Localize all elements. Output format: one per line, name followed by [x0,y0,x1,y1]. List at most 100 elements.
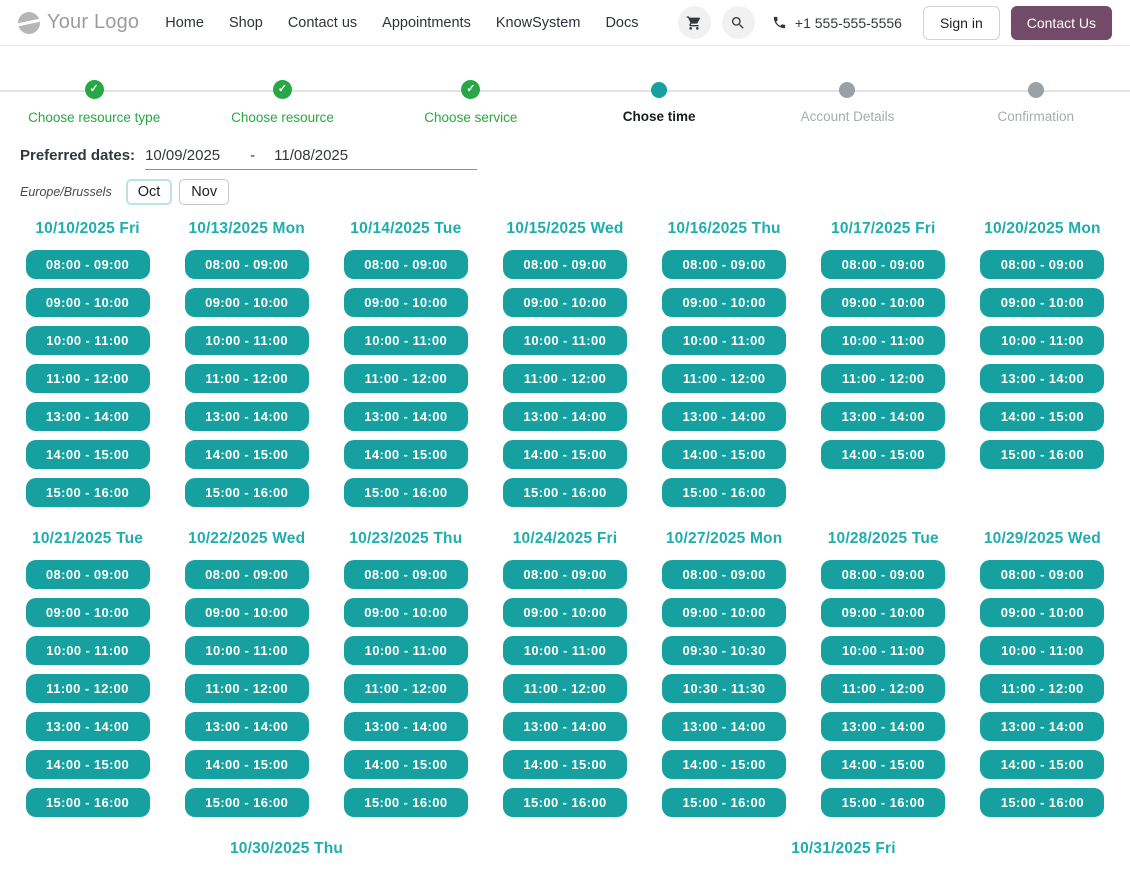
month-button[interactable]: Nov [179,179,230,205]
time-slot-button[interactable]: 10:00 - 11:00 [184,326,309,355]
time-slot-button[interactable]: 13:00 - 14:00 [25,712,150,741]
time-slot-button[interactable]: 13:00 - 14:00 [184,402,309,431]
time-slot-button[interactable]: 08:00 - 09:00 [343,250,468,279]
time-slot-button[interactable]: 14:00 - 15:00 [980,750,1105,779]
time-slot-button[interactable]: 09:00 - 10:00 [343,598,468,627]
time-slot-button[interactable]: 10:00 - 11:00 [343,636,468,665]
time-slot-button[interactable]: 14:00 - 15:00 [502,750,627,779]
time-slot-button[interactable]: 10:00 - 11:00 [821,636,946,665]
time-slot-button[interactable]: 09:30 - 10:30 [662,636,787,665]
time-slot-button[interactable]: 10:00 - 11:00 [25,326,150,355]
time-slot-button[interactable]: 10:00 - 11:00 [25,636,150,665]
time-slot-button[interactable]: 11:00 - 12:00 [502,674,627,703]
time-slot-button[interactable]: 14:00 - 15:00 [502,440,627,469]
time-slot-button[interactable]: 13:00 - 14:00 [184,712,309,741]
time-slot-button[interactable]: 13:00 - 14:00 [662,402,787,431]
time-slot-button[interactable]: 09:00 - 10:00 [25,598,150,627]
time-slot-button[interactable]: 10:00 - 11:00 [980,636,1105,665]
cart-button[interactable] [677,6,711,39]
time-slot-button[interactable]: 15:00 - 16:00 [662,478,787,507]
time-slot-button[interactable]: 14:00 - 15:00 [662,750,787,779]
time-slot-button[interactable]: 11:00 - 12:00 [980,674,1105,703]
time-slot-button[interactable]: 11:00 - 12:00 [184,674,309,703]
time-slot-button[interactable]: 11:00 - 12:00 [662,364,787,393]
time-slot-button[interactable]: 13:00 - 14:00 [980,712,1105,741]
stepper-step[interactable]: Choose resource type [0,62,188,125]
time-slot-button[interactable]: 08:00 - 09:00 [343,560,468,589]
phone-link[interactable]: +1 555-555-5556 [772,15,902,31]
stepper-step[interactable]: Confirmation [942,62,1130,125]
time-slot-button[interactable]: 14:00 - 15:00 [25,440,150,469]
time-slot-button[interactable]: 15:00 - 16:00 [25,788,150,817]
time-slot-button[interactable]: 15:00 - 16:00 [662,788,787,817]
time-slot-button[interactable]: 14:00 - 15:00 [980,402,1105,431]
time-slot-button[interactable]: 15:00 - 16:00 [980,440,1105,469]
time-slot-button[interactable]: 08:00 - 09:00 [502,250,627,279]
time-slot-button[interactable]: 09:00 - 10:00 [980,598,1105,627]
time-slot-button[interactable]: 11:00 - 12:00 [821,364,946,393]
time-slot-button[interactable]: 08:00 - 09:00 [662,250,787,279]
stepper-step[interactable]: Chose time [565,62,753,125]
time-slot-button[interactable]: 15:00 - 16:00 [184,478,309,507]
time-slot-button[interactable]: 13:00 - 14:00 [821,402,946,431]
time-slot-button[interactable]: 15:00 - 16:00 [502,478,627,507]
time-slot-button[interactable]: 13:00 - 14:00 [25,402,150,431]
nav-link[interactable]: Contact us [287,14,358,31]
nav-link[interactable]: Docs [605,14,639,31]
date-from-value[interactable]: 10/09/2025 [145,147,221,164]
time-slot-button[interactable]: 08:00 - 09:00 [662,560,787,589]
time-slot-button[interactable]: 15:00 - 16:00 [343,788,468,817]
time-slot-button[interactable]: 13:00 - 14:00 [502,402,627,431]
time-slot-button[interactable]: 10:00 - 11:00 [184,636,309,665]
time-slot-button[interactable]: 14:00 - 15:00 [821,750,946,779]
time-slot-button[interactable]: 08:00 - 09:00 [184,560,309,589]
contact-us-button[interactable]: Contact Us [1010,5,1112,40]
time-slot-button[interactable]: 14:00 - 15:00 [184,750,309,779]
time-slot-button[interactable]: 11:00 - 12:00 [25,364,150,393]
time-slot-button[interactable]: 08:00 - 09:00 [25,560,150,589]
time-slot-button[interactable]: 14:00 - 15:00 [184,440,309,469]
nav-link[interactable]: Home [165,14,204,31]
time-slot-button[interactable]: 09:00 - 10:00 [343,288,468,317]
time-slot-button[interactable]: 10:00 - 11:00 [502,636,627,665]
time-slot-button[interactable]: 11:00 - 12:00 [25,674,150,703]
time-slot-button[interactable]: 15:00 - 16:00 [502,788,627,817]
time-slot-button[interactable]: 14:00 - 15:00 [343,440,468,469]
time-slot-button[interactable]: 14:00 - 15:00 [25,750,150,779]
time-slot-button[interactable]: 10:30 - 11:30 [662,674,787,703]
time-slot-button[interactable]: 08:00 - 09:00 [25,250,150,279]
date-range-input[interactable]: 10/09/2025 - 11/08/2025 [145,147,478,170]
time-slot-button[interactable]: 11:00 - 12:00 [343,364,468,393]
time-slot-button[interactable]: 13:00 - 14:00 [343,712,468,741]
time-slot-button[interactable]: 10:00 - 11:00 [662,326,787,355]
time-slot-button[interactable]: 09:00 - 10:00 [980,288,1105,317]
nav-link[interactable]: Appointments [382,14,471,31]
time-slot-button[interactable]: 14:00 - 15:00 [662,440,787,469]
time-slot-button[interactable]: 08:00 - 09:00 [821,250,946,279]
time-slot-button[interactable]: 10:00 - 11:00 [343,326,468,355]
time-slot-button[interactable]: 09:00 - 10:00 [25,288,150,317]
time-slot-button[interactable]: 09:00 - 10:00 [502,598,627,627]
time-slot-button[interactable]: 09:00 - 10:00 [184,288,309,317]
time-slot-button[interactable]: 14:00 - 15:00 [821,440,946,469]
time-slot-button[interactable]: 09:00 - 10:00 [502,288,627,317]
time-slot-button[interactable]: 10:00 - 11:00 [821,326,946,355]
time-slot-button[interactable]: 11:00 - 12:00 [821,674,946,703]
search-button[interactable] [721,6,755,39]
stepper-step[interactable]: Choose resource [188,62,376,125]
time-slot-button[interactable]: 15:00 - 16:00 [184,788,309,817]
month-button[interactable]: Oct [125,179,173,205]
time-slot-button[interactable]: 13:00 - 14:00 [502,712,627,741]
time-slot-button[interactable]: 09:00 - 10:00 [662,288,787,317]
time-slot-button[interactable]: 11:00 - 12:00 [184,364,309,393]
logo[interactable]: Your Logo [18,11,139,34]
time-slot-button[interactable]: 11:00 - 12:00 [502,364,627,393]
time-slot-button[interactable]: 10:00 - 11:00 [502,326,627,355]
time-slot-button[interactable]: 08:00 - 09:00 [502,560,627,589]
nav-link[interactable]: KnowSystem [495,14,581,31]
time-slot-button[interactable]: 13:00 - 14:00 [821,712,946,741]
time-slot-button[interactable]: 09:00 - 10:00 [821,598,946,627]
time-slot-button[interactable]: 09:00 - 10:00 [184,598,309,627]
time-slot-button[interactable]: 15:00 - 16:00 [980,788,1105,817]
date-to-value[interactable]: 11/08/2025 [274,147,349,164]
